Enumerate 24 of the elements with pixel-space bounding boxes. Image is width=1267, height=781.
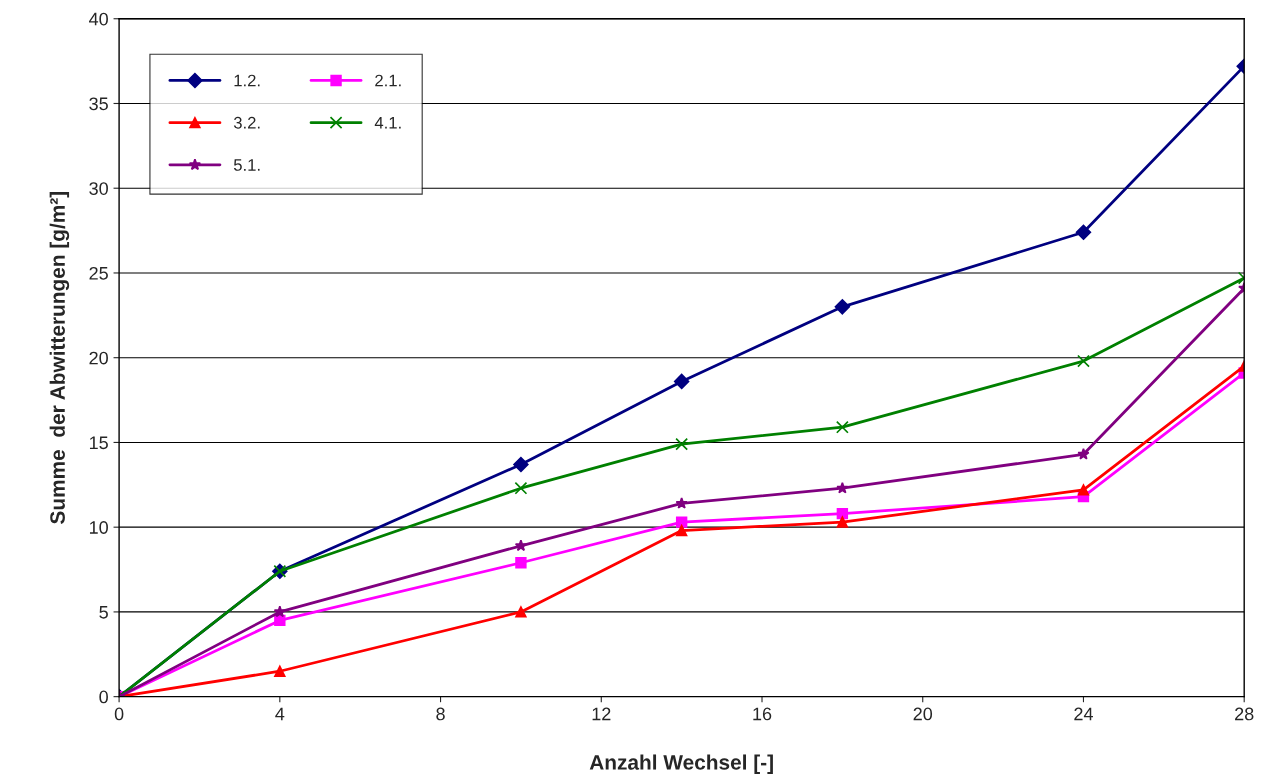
x-tick-label: 12	[592, 707, 611, 721]
x-tick-label: 0	[114, 707, 124, 721]
x-tick-label: 16	[753, 707, 772, 721]
y-axis-title: Summe der Abwitterungen [g/m²]	[49, 192, 70, 524]
legend-label: 1.2.	[234, 74, 260, 87]
y-tick-label: 0	[99, 690, 108, 704]
y-tick-label: 5	[99, 606, 108, 619]
y-tick-label: 25	[89, 266, 108, 280]
y-tick-label: 30	[89, 182, 108, 195]
legend-label: 4.1.	[374, 117, 401, 129]
legend-label: 2.1.	[375, 74, 401, 87]
y-tick-label: 15	[89, 436, 108, 450]
x-tick-label: 24	[1074, 707, 1093, 721]
legend-label: 5.1.	[233, 159, 260, 171]
x-tick-label: 28	[1235, 707, 1254, 721]
y-tick-label: 40	[89, 12, 108, 26]
y-tick-label: 20	[89, 351, 108, 365]
x-tick-label: 8	[436, 707, 445, 721]
legend-label: 3.2.	[233, 116, 260, 129]
y-tick-label: 10	[89, 521, 108, 534]
x-tick-label: 4	[275, 707, 285, 721]
x-tick-label: 20	[913, 707, 933, 721]
x-axis-title: Anzahl Wechsel [-]	[589, 754, 773, 774]
y-tick-label: 35	[89, 97, 108, 111]
